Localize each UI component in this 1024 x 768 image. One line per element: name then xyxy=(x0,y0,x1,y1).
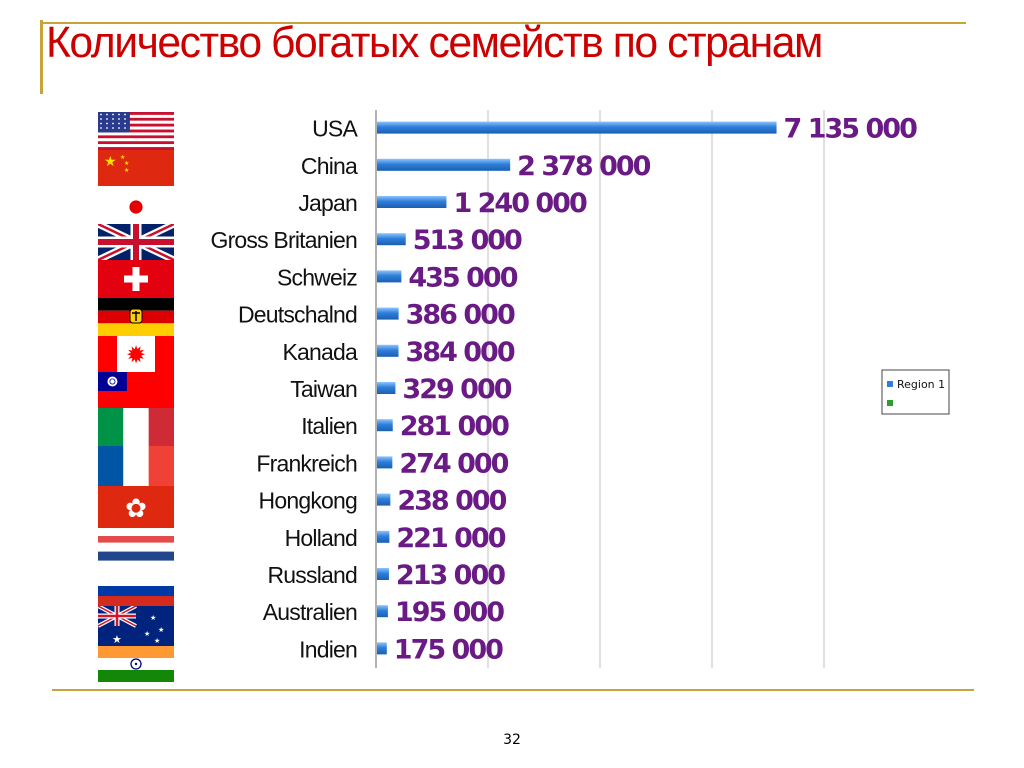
page-number: 32 xyxy=(503,732,521,748)
bar xyxy=(377,456,393,469)
value-label: 281 000 xyxy=(400,411,509,442)
uk-flag-icon xyxy=(96,220,176,264)
category-label: Indien xyxy=(299,636,357,662)
value-label: 274 000 xyxy=(399,448,508,479)
bar xyxy=(377,158,511,171)
bar xyxy=(377,605,388,618)
value-label: 513 000 xyxy=(413,225,522,256)
category-label: Russland xyxy=(268,562,358,588)
russia-flag-icon xyxy=(98,576,174,606)
value-label: 221 000 xyxy=(396,523,505,554)
value-label: 1 240 000 xyxy=(453,188,587,219)
slide-title: Количество богатых семейств по странам xyxy=(46,18,823,67)
category-label: China xyxy=(301,153,358,179)
svg-text:★: ★ xyxy=(158,626,164,634)
india-flag-icon xyxy=(98,646,174,682)
germany-flag-icon xyxy=(98,298,174,336)
switzerland-flag-icon xyxy=(98,260,174,298)
accent-vertical-line xyxy=(40,20,43,94)
svg-text:★: ★ xyxy=(144,630,150,638)
svg-text:✿: ✿ xyxy=(125,494,147,524)
category-label: USA xyxy=(312,116,358,142)
category-label: Deutschalnd xyxy=(238,302,357,328)
bar xyxy=(377,307,399,320)
category-label: Schweiz xyxy=(277,264,357,290)
bar xyxy=(377,344,399,357)
category-labels: USA China Japan Gross Britanien Schweiz Deuts… xyxy=(210,116,359,663)
category-label: Taiwan xyxy=(290,376,357,402)
value-label: 7 135 000 xyxy=(784,114,918,145)
bar xyxy=(377,419,393,432)
svg-text:★: ★ xyxy=(112,633,122,646)
category-label: Frankreich xyxy=(256,450,357,476)
usa-flag-icon xyxy=(98,112,174,150)
legend-label-region-1: Region 1 xyxy=(897,378,945,391)
bar xyxy=(377,493,391,506)
svg-text:★: ★ xyxy=(120,154,125,161)
value-labels: 7 135 000 2 378 000 1 240 000 513 000 435 00… xyxy=(394,114,919,666)
value-label: 175 000 xyxy=(394,634,503,665)
category-label: Australien xyxy=(263,599,357,625)
legend-box xyxy=(881,369,950,415)
category-label: Japan xyxy=(298,190,357,216)
bar xyxy=(377,568,389,580)
category-label: Italien xyxy=(301,413,357,439)
taiwan-flag-icon xyxy=(98,372,174,410)
china-flag-icon: ★ ★ ★ ★ xyxy=(98,150,174,186)
category-label: Kanada xyxy=(283,339,359,365)
netherlands-flag-icon xyxy=(98,536,174,566)
category-label: Hongkong xyxy=(259,488,357,514)
bar xyxy=(377,642,387,655)
legend: Region 1 xyxy=(881,369,950,415)
svg-text:★: ★ xyxy=(104,154,117,170)
japan-flag-icon xyxy=(98,196,174,218)
bar xyxy=(377,121,777,134)
australia-flag-icon: ★ ★ ★ ★ ★ xyxy=(97,604,174,646)
value-label: 435 000 xyxy=(408,262,517,293)
bar xyxy=(377,382,396,394)
category-label: Holland xyxy=(285,525,357,551)
bar xyxy=(377,233,406,246)
value-label: 2 378 000 xyxy=(517,151,651,182)
svg-text:★: ★ xyxy=(154,637,160,645)
value-label: 329 000 xyxy=(402,374,511,405)
value-label: 238 000 xyxy=(397,486,506,517)
value-label: 384 000 xyxy=(406,337,515,368)
legend-swatch-region-1 xyxy=(887,381,893,387)
value-label: 213 000 xyxy=(396,560,505,591)
value-label: 195 000 xyxy=(395,597,504,628)
bar xyxy=(377,530,390,543)
svg-text:★: ★ xyxy=(124,167,129,174)
value-label: 386 000 xyxy=(406,300,515,331)
italy-flag-icon xyxy=(98,408,174,446)
bar xyxy=(377,270,402,283)
svg-text:★: ★ xyxy=(124,160,129,167)
accent-bottom-line xyxy=(52,689,974,691)
hongkong-flag-icon: ✿ xyxy=(98,486,174,528)
svg-text:★: ★ xyxy=(150,614,156,622)
category-label: Gross Britanien xyxy=(210,227,357,253)
bar xyxy=(377,196,447,208)
legend-swatch-series-2 xyxy=(887,400,893,406)
canada-flag-icon: ✹ xyxy=(98,336,174,372)
bars xyxy=(377,121,777,655)
france-flag-icon xyxy=(98,446,174,486)
accent-top-line xyxy=(40,22,966,24)
svg-text:✹: ✹ xyxy=(126,341,146,369)
